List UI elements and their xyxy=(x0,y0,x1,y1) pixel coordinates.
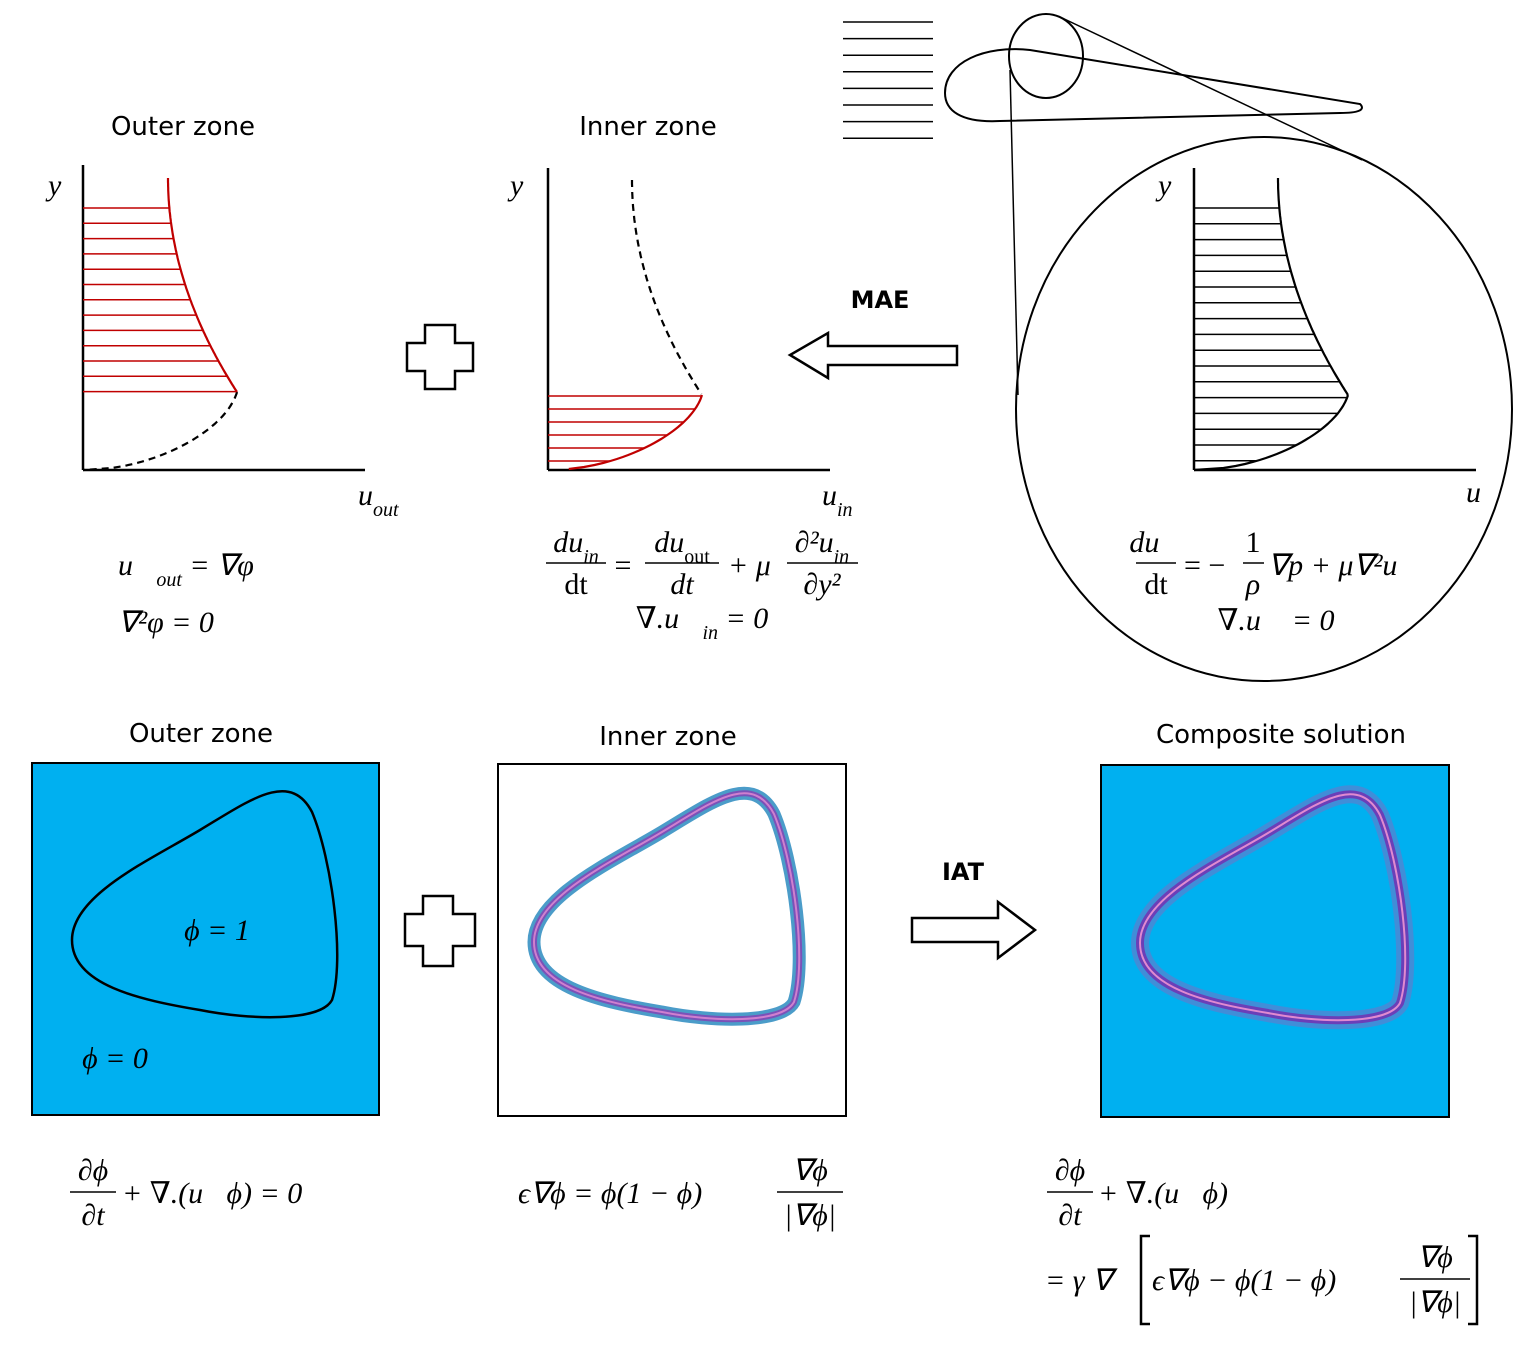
eq-part: + μ xyxy=(728,549,771,582)
eq-part: u⃗ xyxy=(118,549,156,582)
x-label: uin xyxy=(822,479,853,521)
eq-part: + ∇.(u⃗ϕ) = 0 xyxy=(122,1177,302,1210)
eq-part: ∇p + μ∇²u⃗ xyxy=(1268,549,1421,582)
eq-num: ∂ϕ xyxy=(78,1154,108,1187)
equation: u⃗out = ∇φ xyxy=(118,549,254,591)
eq-sub: in xyxy=(702,622,718,644)
eq-sub: in xyxy=(834,546,850,568)
equation: ∇.u⃗in = 0 xyxy=(636,602,769,644)
y-label: y xyxy=(507,169,524,202)
profile-curve xyxy=(1193,178,1349,472)
composite-title: Composite solution xyxy=(1156,720,1406,750)
outer-title: Outer zone xyxy=(111,112,255,142)
eq-sub: out xyxy=(684,546,710,568)
outer-box xyxy=(31,762,380,1116)
iat-arrow xyxy=(910,899,1038,961)
eq-sub: out xyxy=(156,569,182,591)
eq-sub: in xyxy=(583,546,599,568)
plus-sign xyxy=(405,323,475,391)
outer-title: Outer zone xyxy=(129,719,273,749)
eq-part: ∇.u⃗ xyxy=(636,602,703,635)
zoom-detail xyxy=(1015,136,1513,682)
x-label-base: u xyxy=(358,479,373,512)
eq-den: dt xyxy=(1144,568,1168,601)
equation: ∇.u⃗ = 0 xyxy=(1217,604,1334,637)
eq-den: ∂t xyxy=(81,1199,105,1232)
eq-part: = γ ∇ xyxy=(1045,1264,1118,1297)
eq-den: |∇ϕ| xyxy=(784,1199,836,1232)
eq-den: ρ xyxy=(1245,568,1260,601)
y-label: y xyxy=(1155,169,1172,202)
x-label: u xyxy=(1466,476,1481,509)
mae-arrow xyxy=(787,330,959,381)
axes xyxy=(81,165,1476,472)
region-label: ϕ = 0 xyxy=(82,1042,148,1075)
eq-num: duin xyxy=(553,526,599,568)
eq-part: ϵ∇ϕ − ϕ(1 − ϕ) xyxy=(1152,1264,1336,1297)
eq-den: ∂y² xyxy=(803,568,841,601)
x-label-base: u xyxy=(822,479,837,512)
profile-curve xyxy=(568,394,704,471)
eq-part: du xyxy=(654,526,684,559)
plus-sign xyxy=(403,894,477,968)
freestream xyxy=(843,21,933,139)
eq-part: ∂²u xyxy=(795,526,834,559)
y-label: y xyxy=(45,169,62,202)
eq-num: du⃗ xyxy=(1129,526,1182,559)
eq-num: ∇ϕ xyxy=(1417,1241,1453,1274)
eq-den: dt xyxy=(670,568,694,601)
iat-label: IAT xyxy=(942,858,985,886)
eq-part: = xyxy=(615,549,632,582)
profiles xyxy=(82,178,1349,472)
equation: ∂ϕ ∂t + ∇.(u⃗ϕ) = 0 ϵ∇ϕ = ϕ(1 − ϕ) ∇ϕ |∇… xyxy=(70,1154,1479,1326)
equation: du⃗ dt = − 1 ρ ∇p + μ∇²u⃗ ∇.u⃗ = 0 xyxy=(1129,526,1420,637)
eq-den: ∂t xyxy=(1058,1199,1082,1232)
eq-part: ϵ∇ϕ = ϕ(1 − ϕ) xyxy=(518,1177,702,1210)
eq-num: duout xyxy=(654,526,710,568)
zoom-circle xyxy=(1008,13,1084,99)
zoom-line xyxy=(1009,69,1019,396)
eq-part: + ∇.(u⃗ϕ) xyxy=(1098,1177,1228,1210)
profile-curve xyxy=(82,391,239,472)
profile-curve xyxy=(630,180,703,395)
eq-den: |∇ϕ| xyxy=(1409,1286,1461,1319)
x-label-sub: in xyxy=(837,499,853,521)
eq-part: = 0 xyxy=(718,602,768,635)
inner-title: Inner zone xyxy=(599,722,737,752)
eq-part: du xyxy=(553,526,583,559)
inner-title: Inner zone xyxy=(579,112,717,142)
equation: duin dt = duout dt + μ ∂²uin ∂y² ∇.u⃗in … xyxy=(546,526,858,644)
eq-part: = ∇φ xyxy=(182,549,254,582)
eq-den: dt xyxy=(564,568,588,601)
mae-label: MAE xyxy=(851,286,910,314)
airfoil xyxy=(943,48,1363,123)
region-label: ϕ = 1 xyxy=(184,914,250,947)
eq-part: = − xyxy=(1184,549,1225,582)
eq-num: ∂²uin xyxy=(795,526,849,568)
equation: ∇²φ = 0 xyxy=(118,606,214,639)
x-label: uout xyxy=(358,479,399,521)
eq-num: ∇ϕ xyxy=(792,1154,828,1187)
x-label-sub: out xyxy=(373,499,399,521)
zoom-line xyxy=(1057,15,1363,161)
eq-num: ∂ϕ xyxy=(1055,1154,1085,1187)
eq-num: 1 xyxy=(1246,526,1261,559)
profile-curve xyxy=(166,178,238,393)
